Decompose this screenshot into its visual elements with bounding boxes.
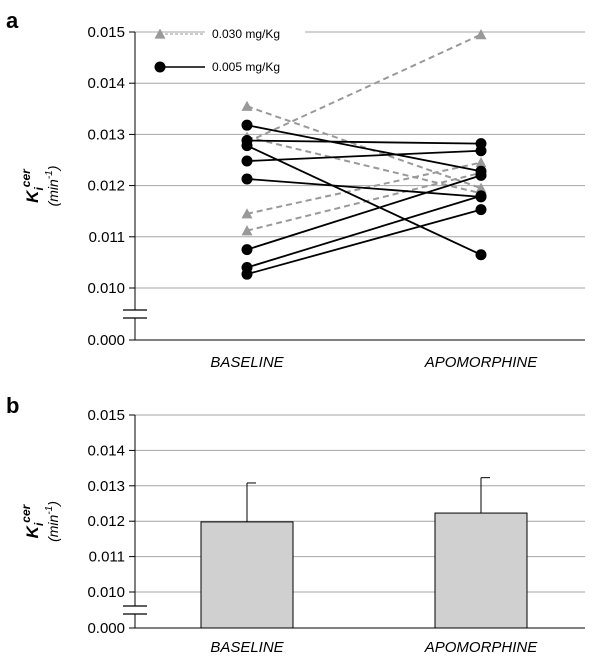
series-line (246, 174, 482, 251)
panel-b-axes (123, 414, 585, 629)
series-line (246, 124, 482, 173)
data-point-triangle (475, 182, 487, 193)
a-category-label: BASELINE (210, 354, 284, 371)
data-point-triangle (475, 29, 487, 40)
panel-a-axes (123, 31, 585, 341)
b-y-tick-label: 0.010 (87, 584, 125, 601)
data-point-circle (241, 173, 253, 185)
data-point-circle (475, 145, 487, 157)
b-y-tick-label: 0.000 (87, 620, 125, 637)
series-line (246, 149, 482, 162)
b-y-tick-label: 0.011 (89, 549, 125, 566)
data-point-triangle (241, 225, 253, 236)
legend-background (205, 25, 305, 43)
b-y-tick-label: 0.015 (87, 407, 125, 424)
a-y-tick-label: 0.015 (87, 24, 125, 41)
panel-b-y-ticks: 0.000 0.010 0.011 0.012 0.013 0.014 0.015 (87, 407, 125, 637)
legend-label: 0.005 mg/Kg (212, 60, 280, 74)
bar (200, 521, 294, 629)
a-category-label: APOMORPHINE (424, 354, 539, 371)
a-y-label-unit: (min-1) (44, 166, 61, 207)
data-point-circle (241, 244, 253, 256)
series-line (246, 105, 482, 190)
series-line (246, 194, 482, 269)
a-y-label-symbol: Kicer (19, 168, 46, 203)
series-line (246, 139, 482, 145)
b-category-label: APOMORPHINE (424, 639, 539, 656)
b-y-tick-label: 0.012 (87, 513, 125, 530)
panel-b-y-label: Kicer(min-1) (19, 501, 61, 542)
series-line (246, 135, 482, 195)
a-y-tick-label: 0.012 (87, 178, 125, 195)
b-y-label-unit: (min-1) (44, 501, 61, 542)
legend-marker-circle (154, 61, 166, 73)
a-y-tick-label: 0.000 (87, 332, 125, 349)
series-line (246, 171, 482, 232)
panel-b-bars (200, 477, 528, 629)
data-point-circle (475, 204, 487, 216)
series-line (246, 33, 482, 143)
series-line (246, 144, 482, 256)
panel-b-categories: BASELINE APOMORPHINE (210, 639, 538, 656)
a-y-tick-label: 0.014 (87, 75, 125, 92)
b-y-label-group: Kicer(min-1) (19, 501, 61, 542)
b-category-label: BASELINE (210, 639, 284, 656)
a-y-tick-label: 0.010 (87, 280, 125, 297)
panel-a-y-label: Kicer(min-1) (19, 166, 61, 207)
panel-a-label: a (6, 8, 19, 33)
panel-b-label: b (6, 393, 19, 418)
legend-label: 0.030 mg/Kg (212, 27, 280, 41)
panel-a-series (241, 29, 487, 280)
panel-a-y-ticks: 0.000 0.010 0.011 0.012 0.013 0.014 0.015 (87, 24, 125, 349)
b-y-tick-label: 0.013 (87, 478, 125, 495)
data-point-circle (475, 169, 487, 181)
a-y-tick-label: 0.011 (89, 229, 125, 246)
series-line (246, 178, 482, 198)
panel-b: b 0.000 0.010 0.011 0.012 0.013 0.014 0.015 BA… (6, 393, 585, 656)
data-point-triangle (475, 157, 487, 168)
data-point-circle (241, 155, 253, 167)
panel-a-legend: 0.030 mg/Kg 0.005 mg/Kg (154, 25, 305, 76)
a-y-label-group: Kicer(min-1) (19, 166, 61, 207)
legend-marker-triangle (154, 28, 166, 39)
series-line (246, 208, 482, 276)
panel-a-categories: BASELINE APOMORPHINE (210, 354, 538, 371)
b-y-label-symbol: Kicer (19, 503, 46, 538)
data-point-circle (241, 140, 253, 152)
panel-a-gridlines (135, 31, 585, 289)
data-point-circle (475, 190, 487, 202)
bar (434, 512, 528, 629)
data-point-circle (241, 119, 253, 131)
panel-a: a 0.000 0.010 0.011 0.012 0.013 0.014 0.015 BA… (6, 8, 585, 371)
data-point-circle (475, 249, 487, 261)
b-y-tick-label: 0.014 (87, 442, 125, 459)
a-y-tick-label: 0.013 (87, 126, 125, 143)
data-point-circle (241, 268, 253, 280)
data-point-triangle (241, 208, 253, 219)
data-point-triangle (241, 100, 253, 111)
legend-background (205, 58, 305, 76)
